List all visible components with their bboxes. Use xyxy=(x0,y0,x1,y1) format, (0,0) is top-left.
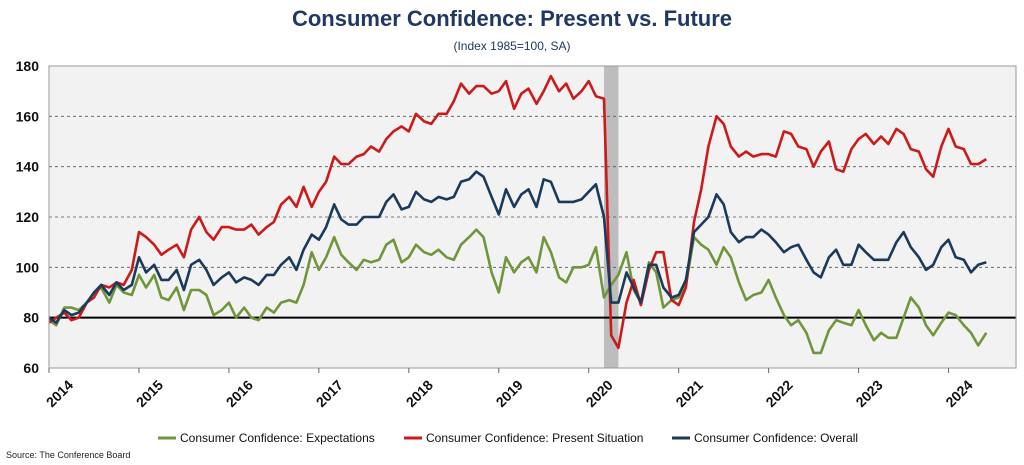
y-tick-label: 120 xyxy=(16,209,40,225)
y-tick-label: 100 xyxy=(16,259,40,275)
x-tick-label: 2020 xyxy=(583,377,616,410)
x-tick-label: 2019 xyxy=(493,377,526,410)
legend-label-1: Consumer Confidence: Present Situation xyxy=(426,431,643,445)
plot-border xyxy=(48,65,1017,369)
chart-subtitle: (Index 1985=100, SA) xyxy=(453,39,571,53)
chart-title: Consumer Confidence: Present vs. Future xyxy=(291,6,733,31)
x-tick-label: 2015 xyxy=(133,377,166,410)
x-tick-label: 2014 xyxy=(43,377,76,410)
x-tick-label: 2021 xyxy=(672,377,705,410)
y-tick-label: 80 xyxy=(23,310,39,326)
y-tick-label: 140 xyxy=(16,159,40,175)
y-tick-label: 60 xyxy=(23,360,39,376)
source-note: Source: The Conference Board xyxy=(6,450,131,460)
x-tick-label: 2022 xyxy=(762,377,795,410)
y-tick-label: 160 xyxy=(16,108,40,124)
x-tick-label: 2018 xyxy=(403,377,436,410)
line-chart: 60 80 100 120 140 160 180 2014 2015 2016 2017 2018 2… xyxy=(16,58,1017,445)
x-tick-label: 2017 xyxy=(313,377,346,410)
y-tick-label: 180 xyxy=(16,58,40,74)
x-tick-label: 2023 xyxy=(852,377,885,410)
x-tick-label: 2016 xyxy=(223,377,256,410)
legend-label-0: Consumer Confidence: Expectations xyxy=(180,431,375,445)
series-line-0 xyxy=(48,228,988,355)
series-line-2 xyxy=(48,170,987,324)
x-tick-label: 2024 xyxy=(942,377,975,410)
legend-label-2: Consumer Confidence: Overall xyxy=(694,431,858,445)
series-line-1 xyxy=(48,74,987,350)
